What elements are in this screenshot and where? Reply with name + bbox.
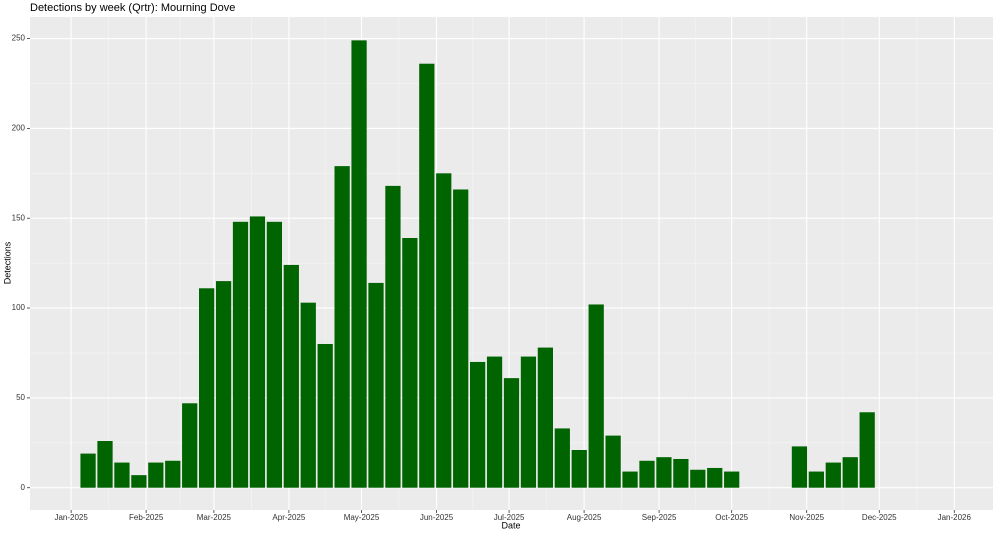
bar: [385, 185, 401, 488]
bar: [622, 471, 638, 488]
bar: [334, 166, 350, 488]
bar: [266, 221, 283, 488]
x-tick-label: Dec-2025: [862, 513, 897, 522]
x-tick-label: Mar-2025: [197, 513, 232, 522]
chart-title: Detections by week (Qrtr): Mourning Dove: [30, 2, 235, 14]
y-tick-label: 200: [12, 124, 26, 133]
bar: [402, 237, 418, 488]
x-tick-label: Oct-2025: [715, 513, 748, 522]
bar: [825, 462, 841, 488]
bar: [571, 449, 587, 488]
bar: [283, 264, 299, 488]
bar: [639, 460, 655, 488]
bar: [707, 467, 723, 488]
bar: [808, 471, 824, 488]
bar: [842, 457, 858, 488]
bar: [182, 403, 198, 488]
y-tick-label: 0: [21, 483, 26, 492]
y-tick-label: 100: [12, 303, 26, 312]
bar: [215, 281, 232, 488]
bar: [317, 343, 333, 488]
x-tick-label: Jul-2025: [494, 513, 525, 522]
bar: [791, 446, 808, 488]
bar: [588, 304, 604, 488]
bar: [165, 460, 181, 488]
y-tick-label: 150: [12, 213, 26, 222]
bar: [520, 356, 537, 488]
bar: [690, 469, 706, 488]
bar: [114, 462, 130, 488]
bar: [453, 189, 469, 488]
x-tick-label: Nov-2025: [789, 513, 824, 522]
bar: [80, 453, 96, 488]
bar: [486, 356, 503, 488]
x-tick-label: Feb-2025: [129, 513, 164, 522]
y-axis-title: Detections: [2, 241, 12, 284]
bar: [148, 462, 164, 488]
bar: [656, 457, 672, 488]
bar: [419, 63, 435, 488]
bar: [605, 435, 621, 488]
bar: [470, 361, 486, 488]
x-tick-label: Jan-2026: [938, 513, 972, 522]
bar: [199, 288, 215, 488]
x-axis-title: Date: [501, 520, 520, 530]
bar: [351, 40, 367, 488]
x-tick-label: Jun-2025: [420, 513, 454, 522]
bar: [368, 282, 384, 488]
y-tick-label: 250: [12, 34, 26, 43]
x-tick-label: Apr-2025: [272, 513, 305, 522]
bar: [503, 378, 520, 488]
bar: [537, 347, 553, 488]
bar: [859, 412, 875, 488]
bar: [249, 216, 266, 488]
bar: [724, 471, 740, 488]
x-tick-label: Aug-2025: [567, 513, 602, 522]
bar: [131, 475, 147, 488]
x-tick-label: Jan-2025: [54, 513, 88, 522]
bar: [673, 458, 689, 488]
x-tick-label: Sep-2025: [642, 513, 677, 522]
x-tick-label: May-2025: [344, 513, 380, 522]
y-tick-label: 50: [16, 393, 25, 402]
bar: [232, 221, 249, 488]
bar: [554, 428, 570, 488]
bar: [300, 302, 316, 488]
bar: [97, 441, 113, 488]
bar: [436, 173, 452, 488]
